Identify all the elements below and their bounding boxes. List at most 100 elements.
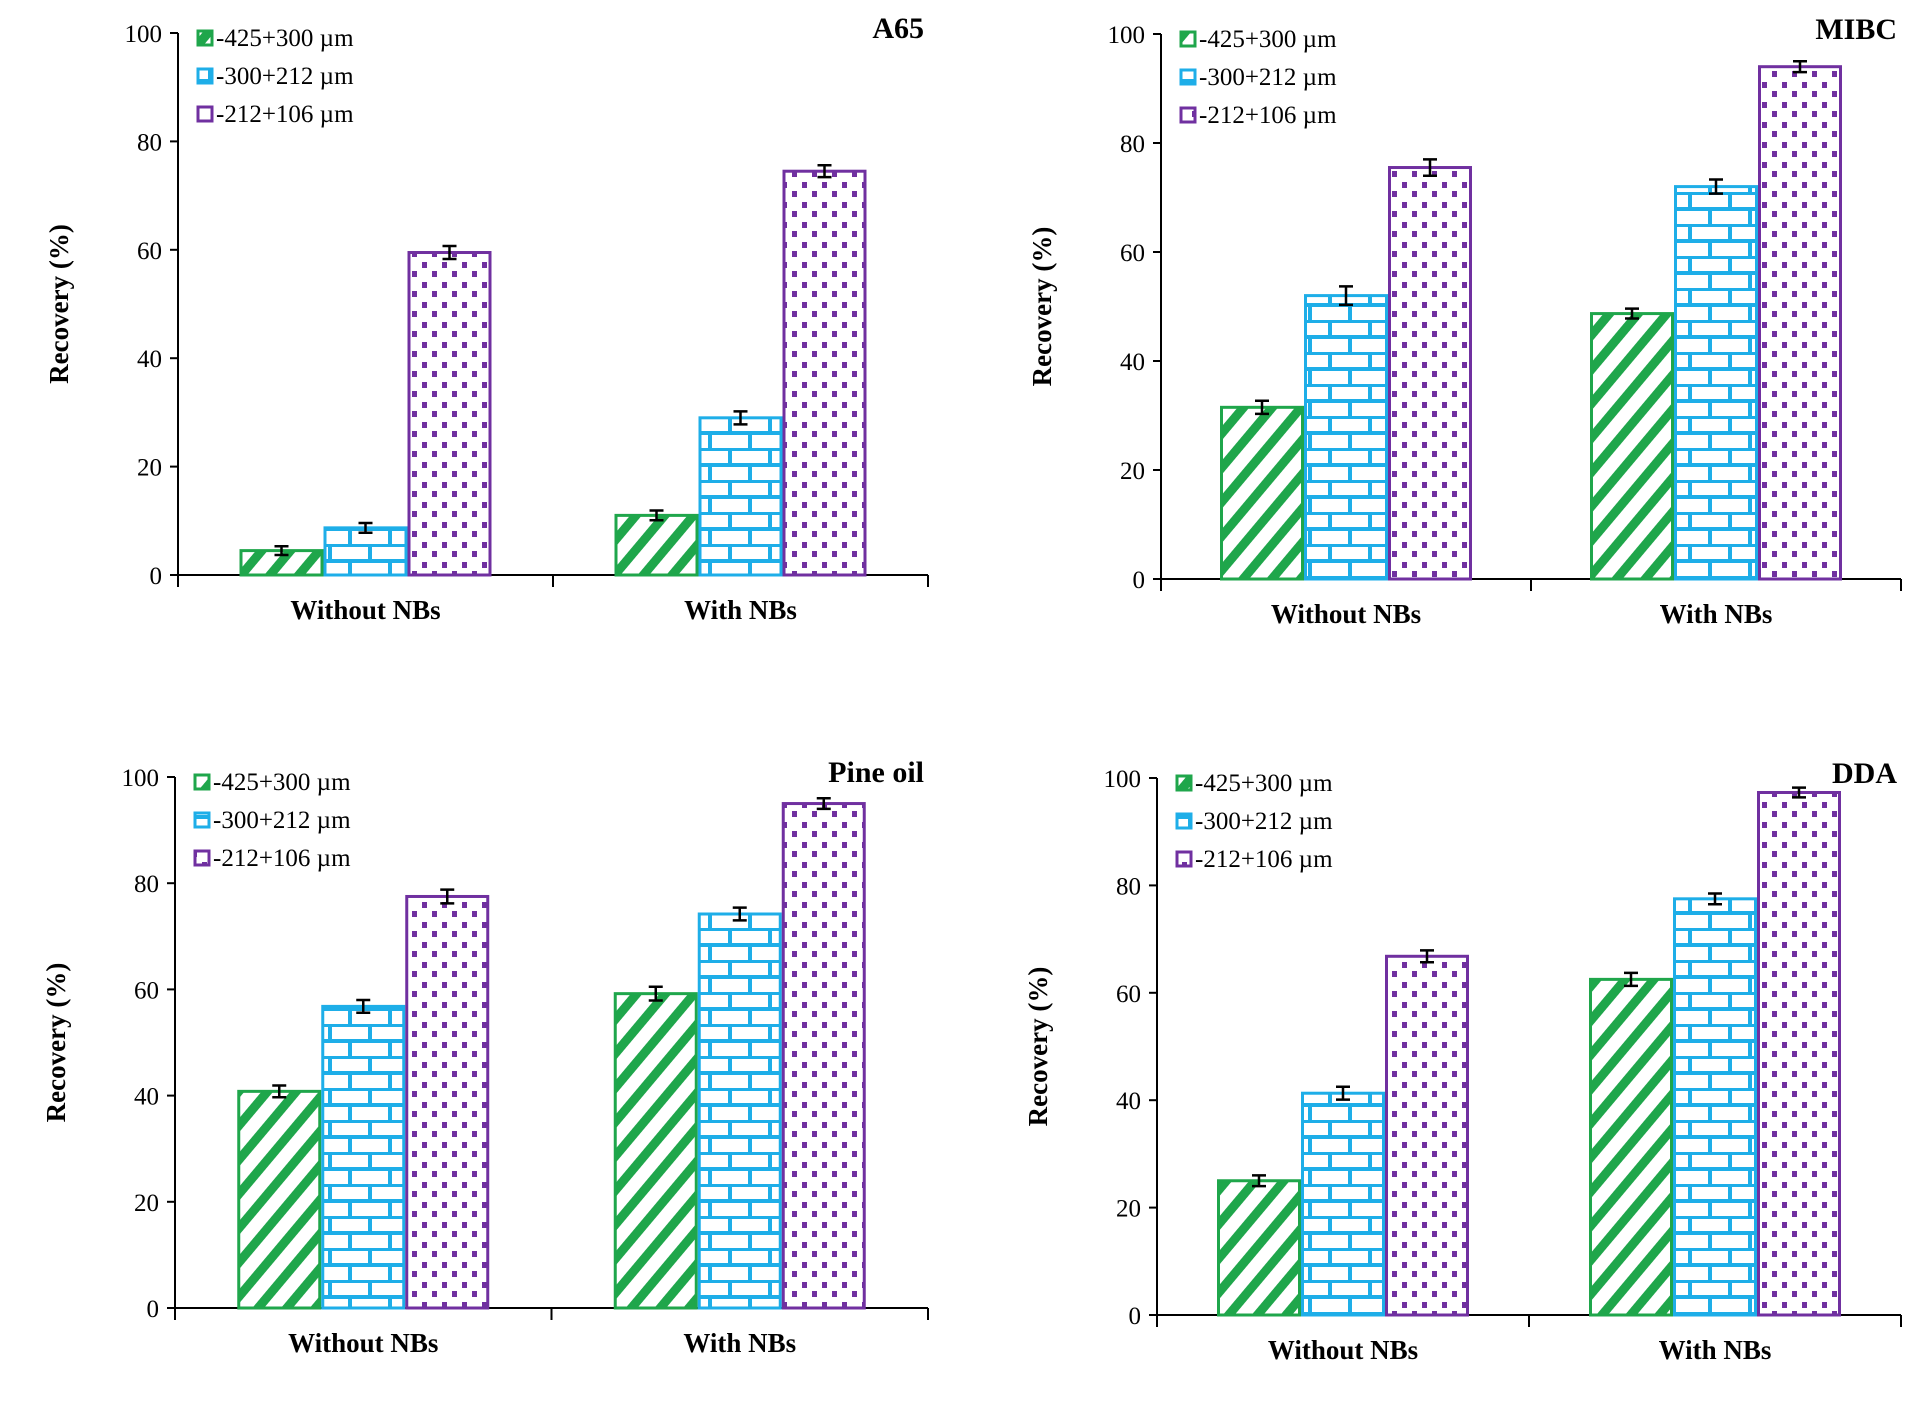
error-bar (1624, 971, 1638, 988)
chart-panel-0: 0 20 40 60 80 100 Without NBs With NBs A65 Recove… (44, 12, 929, 625)
error-bar (272, 1084, 287, 1099)
legend-swatch (1179, 106, 1197, 124)
x-category-label: With NBs (1659, 1335, 1772, 1365)
bar (1304, 294, 1388, 581)
chart-title: Pine oil (828, 756, 924, 789)
y-tick-label: 40 (134, 1084, 159, 1111)
legend-swatch (1175, 774, 1193, 792)
y-tick-label: 100 (1108, 22, 1146, 49)
y-tick-label: 40 (1120, 349, 1145, 376)
bar (782, 169, 867, 577)
bar (781, 802, 866, 1310)
chart-panel-1: 0 20 40 60 80 100 Without NBs With NBs MIBC Recov… (1027, 13, 1902, 629)
y-tick-label: 20 (1116, 1196, 1141, 1223)
bar (407, 251, 492, 577)
legend-swatch (1179, 68, 1197, 86)
legend-swatch (193, 811, 211, 829)
bar (1388, 166, 1472, 581)
legend-entry: -425+300 µm (1195, 770, 1333, 797)
y-tick-label: 0 (147, 1296, 160, 1323)
legend-entry: -300+212 µm (1195, 808, 1333, 835)
bar (1301, 1091, 1385, 1317)
y-axis-label: Recovery (%) (1023, 967, 1053, 1127)
y-tick-label: 0 (150, 563, 163, 590)
y-axis-label: Recovery (%) (44, 224, 74, 384)
chart-panel-2: 0 20 40 60 80 100 Without NBs With NBs Pine oil R… (41, 756, 929, 1358)
error-bar (358, 521, 373, 534)
bar (1590, 312, 1674, 581)
error-bar (1420, 949, 1434, 964)
error-bar (1339, 285, 1353, 307)
y-tick-label: 80 (1120, 131, 1145, 158)
legend-swatch (1179, 30, 1197, 48)
y-tick-label: 80 (1116, 873, 1141, 900)
y-tick-label: 20 (134, 1190, 159, 1217)
legend-swatch (196, 105, 214, 123)
legend-entry: -300+212 µm (216, 63, 354, 90)
error-bar (816, 796, 831, 811)
legend-swatch (1175, 850, 1193, 868)
legend-entry: -425+300 µm (1199, 26, 1337, 53)
error-bar (1336, 1085, 1350, 1101)
y-tick-label: 20 (1120, 458, 1145, 485)
bar (1673, 897, 1757, 1317)
legend-entry: -212+106 µm (213, 845, 351, 872)
y-tick-label: 40 (1116, 1088, 1141, 1115)
bar (698, 416, 783, 577)
x-category-label: Without NBs (1271, 599, 1421, 629)
x-category-label: With NBs (684, 595, 797, 625)
error-bar (648, 985, 663, 1002)
error-bar (1792, 786, 1806, 799)
y-tick-label: 40 (137, 346, 162, 373)
bar (613, 992, 698, 1310)
y-axis-label: Recovery (%) (1027, 227, 1057, 387)
legend-swatch (193, 849, 211, 867)
chart-title: DDA (1832, 757, 1897, 790)
error-bar (1709, 178, 1723, 195)
legend-entry: -300+212 µm (1199, 64, 1337, 91)
error-bar (1708, 892, 1722, 906)
error-bar (1423, 158, 1437, 177)
y-tick-label: 60 (134, 977, 159, 1004)
legend-entry: -425+300 µm (216, 25, 354, 52)
y-tick-label: 100 (1104, 766, 1142, 793)
x-category-label: Without NBs (290, 595, 440, 625)
y-tick-label: 20 (137, 455, 162, 482)
legend-swatch (196, 29, 214, 47)
error-bar (442, 244, 457, 261)
bar (1757, 790, 1841, 1317)
bar (1674, 185, 1758, 581)
error-bar (817, 163, 832, 179)
chart-title: A65 (872, 12, 924, 45)
chart-title: MIBC (1815, 13, 1897, 46)
bar (1217, 1179, 1301, 1317)
chart-panel-3: 0 20 40 60 80 100 Without NBs With NBs DDA Recove… (1023, 757, 1902, 1365)
x-category-label: Without NBs (288, 1328, 438, 1358)
bar (1758, 65, 1842, 581)
y-tick-label: 60 (1116, 981, 1141, 1008)
error-bar (1255, 399, 1269, 416)
x-category-label: With NBs (683, 1328, 796, 1358)
error-bar (440, 888, 455, 905)
y-tick-label: 80 (137, 129, 162, 156)
legend-entry: -212+106 µm (216, 101, 354, 128)
legend-entry: -425+300 µm (213, 769, 351, 796)
bar (614, 513, 699, 577)
error-bar (1252, 1174, 1266, 1188)
bar (405, 894, 490, 1310)
legend-entry: -212+106 µm (1195, 846, 1333, 873)
error-bar (274, 545, 289, 557)
y-tick-label: 100 (125, 21, 163, 48)
y-tick-label: 80 (134, 871, 159, 898)
bar (323, 526, 408, 577)
legend-swatch (193, 773, 211, 791)
bar (321, 1004, 406, 1310)
y-tick-label: 0 (1133, 567, 1146, 594)
x-category-label: With NBs (1660, 599, 1773, 629)
error-bar (733, 410, 748, 426)
bar (1220, 405, 1304, 581)
legend-swatch (1175, 812, 1193, 830)
legend-swatch (196, 67, 214, 85)
y-tick-label: 60 (137, 238, 162, 265)
